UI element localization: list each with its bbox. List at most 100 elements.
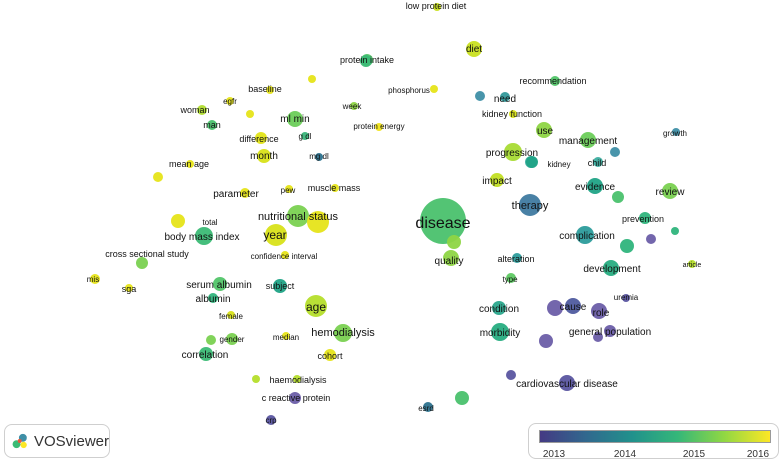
node-circle[interactable] — [593, 332, 603, 342]
node-label[interactable]: mis — [87, 275, 99, 284]
node-label[interactable]: need — [494, 94, 516, 105]
node-circle[interactable] — [360, 55, 372, 67]
node-label[interactable]: cause — [560, 302, 587, 313]
node-label[interactable]: difference — [239, 134, 278, 144]
node-circle[interactable] — [301, 132, 309, 140]
node-circle[interactable] — [509, 110, 517, 118]
node-label[interactable]: esrd — [418, 404, 434, 413]
node-circle[interactable] — [565, 298, 581, 314]
node-label[interactable]: ml min — [280, 114, 309, 125]
node-circle[interactable] — [612, 191, 624, 203]
node-label[interactable]: use — [537, 126, 554, 137]
node-circle[interactable] — [287, 111, 303, 127]
node-label[interactable]: role — [593, 308, 610, 319]
node-circle[interactable] — [500, 92, 510, 102]
node-circle[interactable] — [603, 260, 619, 276]
node-circle[interactable] — [153, 172, 163, 182]
node-circle[interactable] — [671, 227, 679, 235]
node-circle[interactable] — [334, 324, 352, 342]
node-circle[interactable] — [550, 76, 560, 86]
node-label[interactable]: protein intake — [340, 55, 394, 65]
node-label[interactable]: age — [306, 300, 326, 314]
node-label[interactable]: prevention — [622, 214, 664, 224]
node-label[interactable]: protein energy — [353, 122, 404, 131]
node-circle[interactable] — [315, 153, 323, 161]
node-circle[interactable] — [547, 300, 563, 316]
node-label[interactable]: median — [273, 333, 299, 342]
node-circle[interactable] — [610, 147, 620, 157]
node-label[interactable]: hemodialysis — [311, 327, 375, 339]
node-label[interactable]: condition — [479, 304, 519, 315]
node-circle[interactable] — [491, 323, 509, 341]
node-label[interactable]: cross sectional study — [105, 249, 189, 259]
node-circle[interactable] — [285, 185, 293, 193]
node-circle[interactable] — [282, 332, 290, 340]
node-circle[interactable] — [226, 97, 234, 105]
node-circle[interactable] — [455, 391, 469, 405]
node-circle[interactable] — [207, 120, 217, 130]
node-circle[interactable] — [622, 294, 630, 302]
node-circle[interactable] — [226, 333, 238, 345]
node-label[interactable]: parameter — [213, 189, 259, 200]
node-circle[interactable] — [252, 375, 260, 383]
node-circle[interactable] — [125, 284, 133, 292]
node-label[interactable]: confidence interval — [251, 252, 318, 261]
node-label[interactable]: serum albumin — [186, 280, 252, 291]
node-circle[interactable] — [195, 227, 213, 245]
node-circle[interactable] — [604, 325, 616, 337]
node-label[interactable]: egfr — [223, 97, 237, 106]
node-label[interactable]: evidence — [575, 182, 615, 193]
node-label[interactable]: baseline — [248, 84, 282, 94]
node-label[interactable]: complication — [559, 231, 615, 242]
node-circle[interactable] — [257, 149, 271, 163]
node-label[interactable]: kidney function — [482, 109, 542, 119]
node-label[interactable]: correlation — [182, 350, 229, 361]
node-circle[interactable] — [506, 370, 516, 380]
node-label[interactable]: diet — [466, 44, 482, 55]
node-circle[interactable] — [506, 273, 516, 283]
node-circle[interactable] — [466, 41, 482, 57]
node-label[interactable]: morbidity — [480, 328, 521, 339]
node-circle[interactable] — [266, 415, 276, 425]
node-circle[interactable] — [672, 128, 680, 136]
node-circle[interactable] — [490, 173, 504, 187]
node-circle[interactable] — [266, 86, 274, 94]
node-circle[interactable] — [587, 178, 603, 194]
node-circle[interactable] — [475, 91, 485, 101]
node-label[interactable]: woman — [179, 105, 209, 115]
node-label[interactable]: pew — [281, 186, 296, 195]
node-label[interactable]: g dl — [299, 132, 312, 141]
node-circle[interactable] — [293, 375, 301, 383]
node-label[interactable]: body mass index — [164, 232, 239, 243]
node-circle[interactable] — [646, 234, 656, 244]
node-label[interactable]: development — [583, 264, 640, 275]
node-circle[interactable] — [331, 184, 339, 192]
node-circle[interactable] — [240, 188, 250, 198]
node-label[interactable]: subject — [266, 281, 295, 291]
node-circle[interactable] — [591, 303, 607, 319]
node-circle[interactable] — [206, 335, 216, 345]
node-circle[interactable] — [227, 311, 235, 319]
node-label[interactable]: impact — [482, 176, 512, 187]
node-label[interactable]: article — [683, 262, 702, 269]
node-label[interactable]: kidney — [547, 160, 570, 169]
node-label[interactable]: cardiovascular disease — [516, 379, 618, 390]
node-circle[interactable] — [423, 402, 433, 412]
node-label[interactable]: management — [559, 136, 618, 147]
node-label[interactable]: quality — [435, 256, 464, 267]
node-label[interactable]: general population — [569, 327, 651, 338]
node-circle[interactable] — [512, 253, 522, 263]
node-circle[interactable] — [213, 277, 227, 291]
node-label[interactable]: uremia — [614, 293, 639, 302]
node-label[interactable]: sga — [122, 284, 137, 294]
node-circle[interactable] — [307, 211, 329, 233]
node-circle[interactable] — [197, 105, 207, 115]
node-circle[interactable] — [375, 123, 383, 131]
node-label[interactable]: progression — [486, 148, 538, 159]
node-circle[interactable] — [273, 279, 287, 293]
node-circle[interactable] — [443, 250, 459, 266]
node-circle[interactable] — [593, 157, 603, 167]
node-circle[interactable] — [136, 257, 148, 269]
node-circle[interactable] — [504, 143, 522, 161]
node-circle[interactable] — [289, 392, 301, 404]
